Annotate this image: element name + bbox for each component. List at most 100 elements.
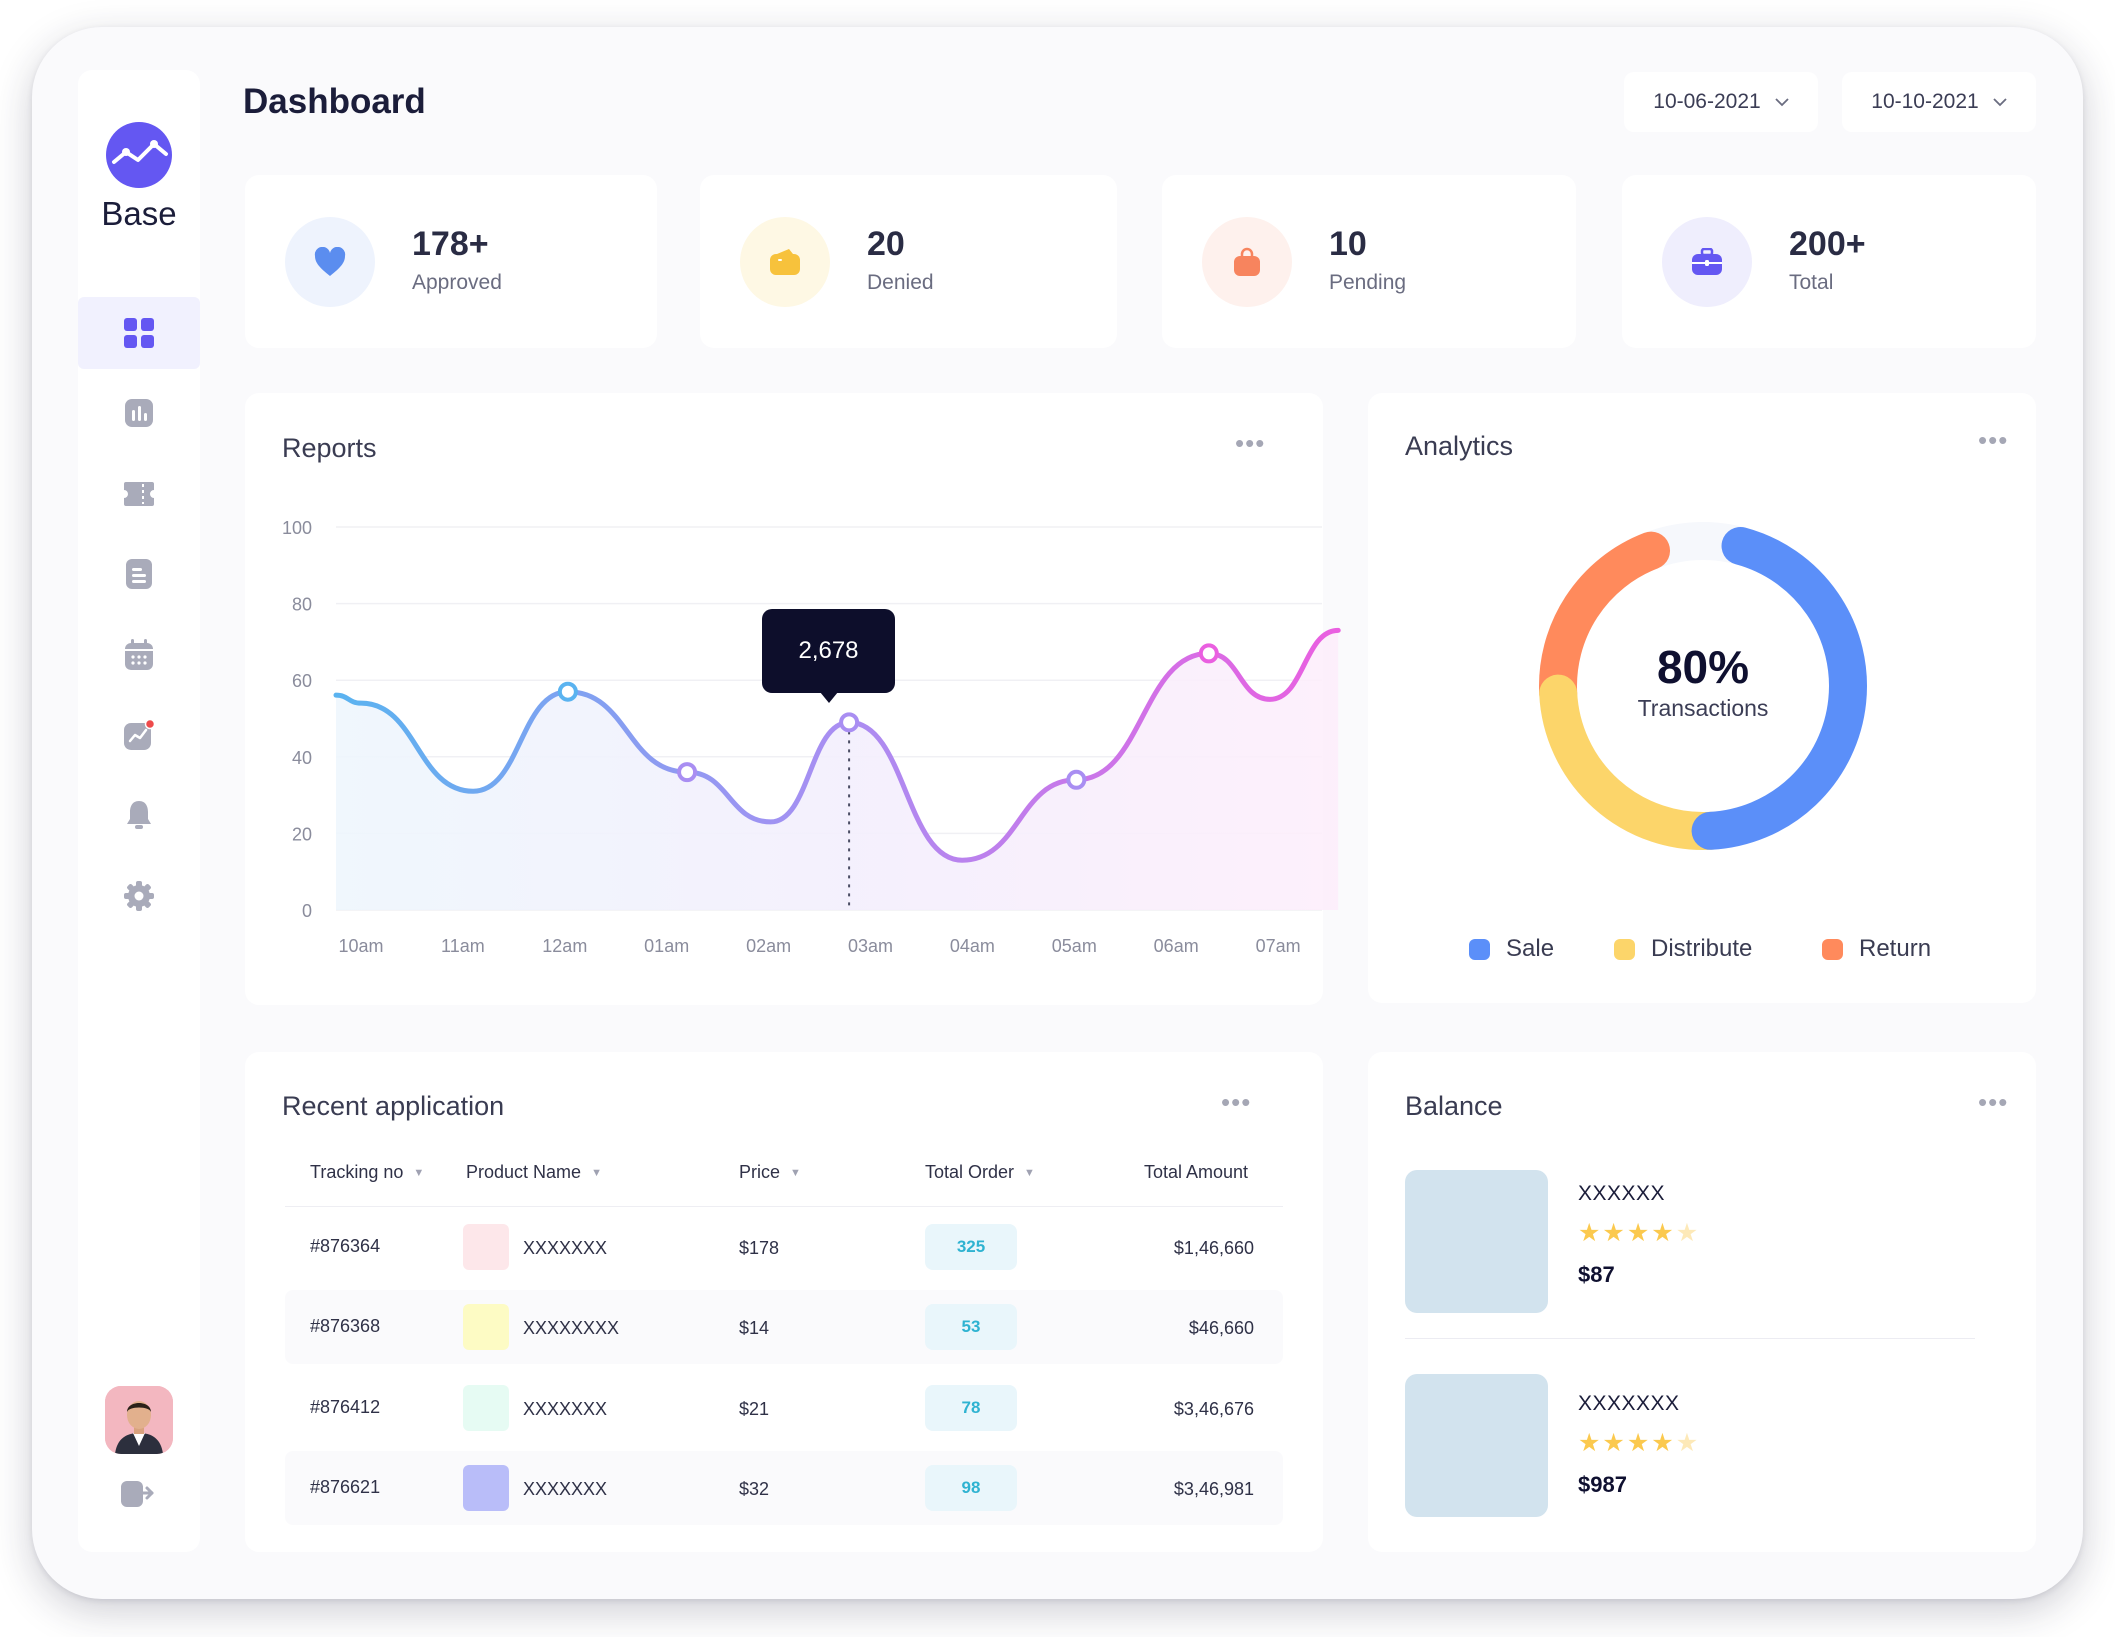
heart-icon <box>285 217 375 307</box>
bell-icon <box>127 801 151 829</box>
table-header-divider <box>285 1206 1283 1207</box>
page-title: Dashboard <box>243 82 426 121</box>
stat-label: Approved <box>412 271 502 294</box>
data-point[interactable] <box>839 712 860 733</box>
donut-segment-return[interactable] <box>1539 531 1671 713</box>
sidebar-item-notifications[interactable] <box>78 779 200 851</box>
product-name: XXXXXXX <box>523 1399 608 1419</box>
tracking-number: #876364 <box>310 1236 381 1256</box>
star-icon: ★ <box>1651 1429 1676 1457</box>
donut-segment-distribute[interactable] <box>1539 674 1730 850</box>
logout-button[interactable] <box>120 1478 156 1513</box>
recent-title: Recent application <box>282 1091 505 1121</box>
balance-item-rating: ★★★★★ <box>1578 1428 1700 1458</box>
sort-caret-icon: ▼ <box>790 1166 801 1179</box>
x-tick-label: 10am <box>338 936 383 956</box>
product-thumbnail <box>463 1385 509 1431</box>
chevron-down-icon <box>1993 97 2007 106</box>
price: $178 <box>739 1238 780 1258</box>
balance-more-button[interactable]: ••• <box>1978 1087 2009 1117</box>
stat-label: Denied <box>867 271 934 294</box>
product-thumbnail <box>463 1465 509 1511</box>
stat-label: Pending <box>1329 271 1407 294</box>
briefcase-icon <box>1662 217 1752 307</box>
bar-chart-icon <box>125 399 153 427</box>
sidebar-item-settings[interactable] <box>78 860 200 932</box>
logout-icon <box>121 1481 154 1507</box>
stat-value: 200+ <box>1789 225 1866 263</box>
sidebar-item-reports[interactable] <box>78 377 200 449</box>
x-tick-label: 06am <box>1154 936 1199 956</box>
x-tick-label: 04am <box>950 936 995 956</box>
date-to-value: 10-10-2021 <box>1871 90 1979 113</box>
column-header-amount[interactable]: Total Amount <box>1144 1162 1249 1182</box>
sidebar-item-calendar[interactable] <box>78 619 200 691</box>
legend-label: Sale <box>1506 935 1555 962</box>
table-row[interactable] <box>285 1451 1283 1525</box>
product-thumbnail <box>463 1304 509 1350</box>
star-icon: ★ <box>1675 1429 1701 1457</box>
sidebar-item-tickets[interactable] <box>78 458 200 530</box>
balance-title: Balance <box>1405 1091 1503 1121</box>
column-header-product[interactable]: Product Name ▼ <box>466 1162 602 1182</box>
data-point[interactable] <box>557 681 578 702</box>
legend-distribute: Distribute <box>1614 935 1752 963</box>
data-point[interactable] <box>1066 769 1087 790</box>
table-row[interactable] <box>285 1290 1283 1364</box>
legend-return: Return <box>1822 935 1931 963</box>
balance-item-image <box>1405 1374 1548 1517</box>
sidebar-item-dashboard[interactable] <box>78 297 200 369</box>
legend-swatch <box>1614 938 1635 960</box>
total-amount: $1,46,660 <box>1173 1238 1254 1258</box>
balance-item-image <box>1405 1170 1548 1313</box>
star-icon: ★ <box>1651 1219 1676 1247</box>
star-icon: ★ <box>1602 1219 1627 1247</box>
gear-icon <box>124 881 154 911</box>
avatar[interactable] <box>105 1386 173 1454</box>
grid-icon <box>124 318 154 348</box>
recent-more-button[interactable]: ••• <box>1221 1087 1252 1117</box>
x-tick-label: 12am <box>542 936 587 956</box>
total-amount: $46,660 <box>1188 1318 1254 1338</box>
y-tick-label: 0 <box>302 901 312 921</box>
sidebar-item-analytics[interactable] <box>78 699 200 771</box>
stat-label: Total <box>1789 271 1834 294</box>
stat-card-denied[interactable]: 20 Denied <box>700 175 1117 348</box>
price: $21 <box>739 1399 770 1419</box>
y-tick-label: 80 <box>292 595 312 615</box>
legend-sale: Sale <box>1469 935 1554 963</box>
logo-icon <box>106 122 172 188</box>
donut-center-value: 80% <box>1656 641 1750 693</box>
legend-swatch <box>1822 938 1843 960</box>
star-icon: ★ <box>1626 1219 1652 1247</box>
total-amount: $3,46,676 <box>1173 1399 1254 1419</box>
x-tick-label: 03am <box>848 936 893 956</box>
date-to-select[interactable]: 10-10-2021 <box>1842 72 2036 132</box>
product-thumbnail <box>463 1224 509 1270</box>
x-tick-label: 07am <box>1256 936 1301 956</box>
document-icon <box>126 559 152 589</box>
price: $32 <box>739 1479 770 1499</box>
donut-segment-sale[interactable] <box>1691 526 1867 850</box>
stat-card-total[interactable]: 200+ Total <box>1622 175 2036 348</box>
star-icon: ★ <box>1675 1219 1701 1247</box>
stat-card-pending[interactable]: 10 Pending <box>1162 175 1576 348</box>
data-point[interactable] <box>1198 643 1219 664</box>
date-from-select[interactable]: 10-06-2021 <box>1624 72 1818 132</box>
column-header-orders[interactable]: Total Order ▼ <box>925 1162 1035 1182</box>
x-tick-label: 11am <box>441 936 485 956</box>
legend-label: Return <box>1859 935 1932 962</box>
tracking-number: #876621 <box>310 1477 381 1497</box>
sort-caret-icon: ▼ <box>413 1166 425 1179</box>
data-point[interactable] <box>677 762 698 783</box>
total-order-badge: 98 <box>925 1465 1017 1511</box>
column-header-tracking[interactable]: Tracking no ▼ <box>310 1162 425 1182</box>
column-header-price[interactable]: Price ▼ <box>739 1162 801 1182</box>
x-tick-label: 05am <box>1052 936 1097 956</box>
tracking-number: #876412 <box>310 1397 381 1417</box>
chevron-down-icon <box>1775 97 1789 106</box>
sidebar-item-documents[interactable] <box>78 538 200 610</box>
stat-card-approved[interactable]: 178+ Approved <box>245 175 657 348</box>
